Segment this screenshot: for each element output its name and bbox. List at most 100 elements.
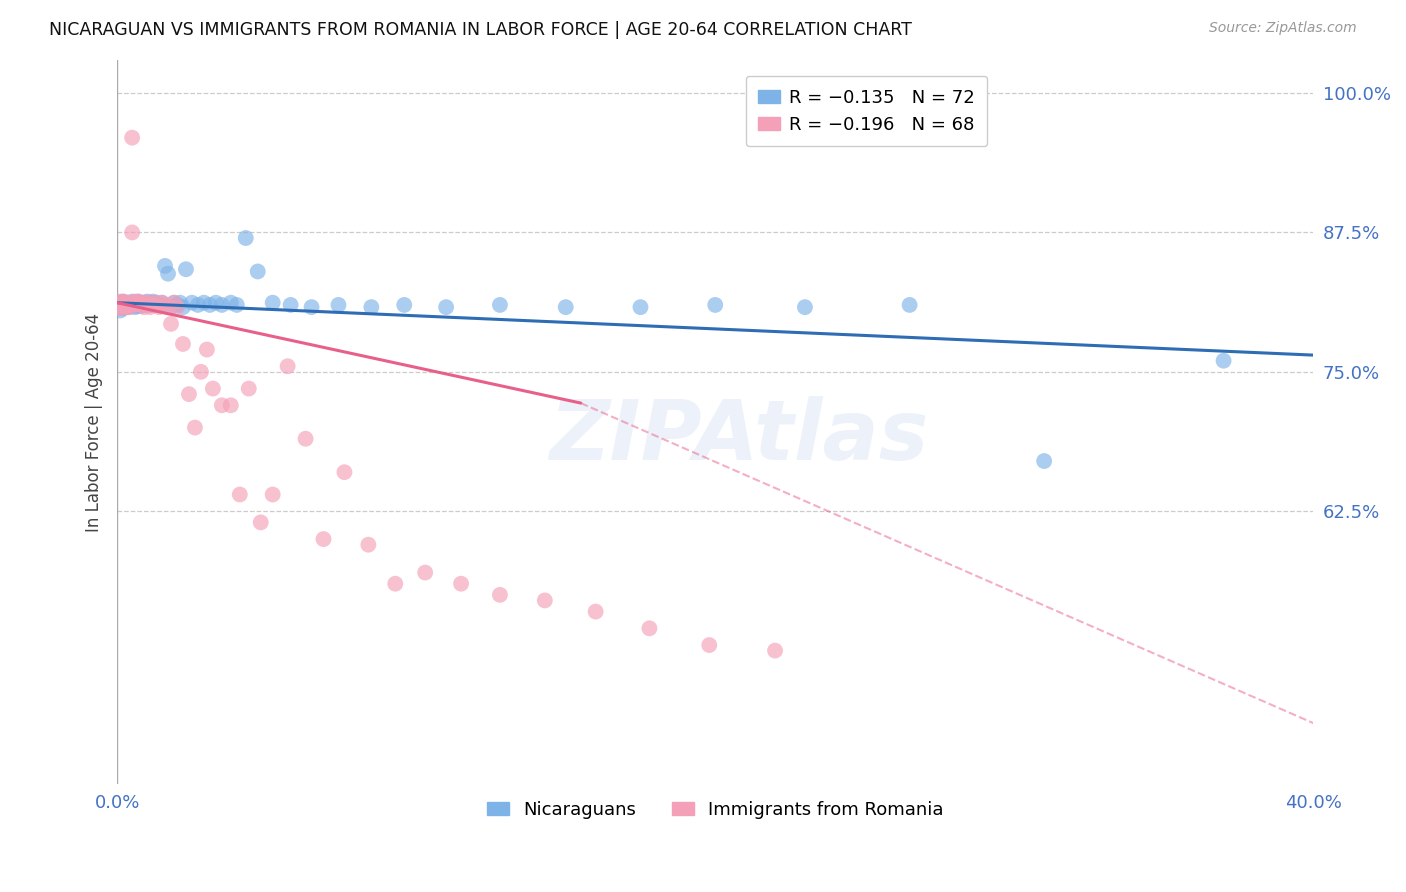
Point xyxy=(112,294,135,309)
Point xyxy=(157,300,180,314)
Point xyxy=(136,295,159,310)
Point xyxy=(121,130,143,145)
Point xyxy=(118,300,141,314)
Point xyxy=(121,298,143,312)
Point xyxy=(163,295,186,310)
Point xyxy=(262,487,284,501)
Point xyxy=(112,297,135,311)
Point xyxy=(277,359,299,374)
Point xyxy=(127,299,149,313)
Point xyxy=(166,298,188,312)
Text: Source: ZipAtlas.com: Source: ZipAtlas.com xyxy=(1209,21,1357,35)
Point xyxy=(112,301,135,316)
Point xyxy=(301,300,323,314)
Point xyxy=(184,420,207,434)
Point xyxy=(136,297,159,311)
Point xyxy=(142,298,165,312)
Point xyxy=(121,295,143,310)
Point xyxy=(195,343,218,357)
Point xyxy=(148,298,170,312)
Point xyxy=(489,298,512,312)
Point xyxy=(211,298,233,312)
Point xyxy=(112,295,135,310)
Point xyxy=(193,295,215,310)
Point xyxy=(413,566,436,580)
Point xyxy=(172,337,194,351)
Point xyxy=(704,298,727,312)
Point xyxy=(112,299,135,313)
Point xyxy=(124,298,146,312)
Point xyxy=(238,382,260,396)
Point xyxy=(246,264,269,278)
Point xyxy=(121,298,143,312)
Point xyxy=(229,487,252,501)
Point xyxy=(174,262,197,277)
Point xyxy=(112,300,135,314)
Point xyxy=(115,298,138,312)
Point xyxy=(112,294,135,309)
Point xyxy=(172,300,194,314)
Point xyxy=(384,576,406,591)
Point xyxy=(139,295,162,310)
Point xyxy=(638,621,661,635)
Point xyxy=(142,294,165,309)
Point xyxy=(630,300,652,314)
Point xyxy=(132,295,155,310)
Point xyxy=(108,303,131,318)
Point xyxy=(132,295,155,310)
Point xyxy=(450,576,472,591)
Point xyxy=(153,298,176,312)
Point xyxy=(145,295,167,310)
Point xyxy=(360,300,382,314)
Point xyxy=(108,300,131,314)
Point xyxy=(127,297,149,311)
Point xyxy=(489,588,512,602)
Point xyxy=(108,298,131,312)
Point xyxy=(136,298,159,312)
Point xyxy=(115,299,138,313)
Point xyxy=(1212,353,1234,368)
Point xyxy=(115,300,138,314)
Point xyxy=(357,538,380,552)
Point xyxy=(108,294,131,309)
Point xyxy=(115,295,138,310)
Point xyxy=(139,300,162,314)
Point xyxy=(129,295,152,310)
Point xyxy=(219,295,242,310)
Point xyxy=(124,300,146,314)
Point xyxy=(280,298,302,312)
Point xyxy=(434,300,457,314)
Point xyxy=(121,226,143,240)
Point xyxy=(166,300,188,314)
Point xyxy=(235,231,257,245)
Point xyxy=(294,432,316,446)
Point xyxy=(121,294,143,309)
Point xyxy=(129,299,152,313)
Point xyxy=(121,299,143,313)
Point xyxy=(118,298,141,312)
Point xyxy=(150,295,173,310)
Point xyxy=(219,398,242,412)
Point xyxy=(201,382,224,396)
Point xyxy=(177,387,200,401)
Point xyxy=(145,295,167,310)
Point xyxy=(697,638,720,652)
Point xyxy=(225,298,247,312)
Point xyxy=(198,298,221,312)
Point xyxy=(169,295,191,310)
Point xyxy=(763,643,786,657)
Point xyxy=(112,300,135,314)
Point xyxy=(115,300,138,314)
Point xyxy=(127,294,149,309)
Point xyxy=(333,465,356,479)
Text: NICARAGUAN VS IMMIGRANTS FROM ROMANIA IN LABOR FORCE | AGE 20-64 CORRELATION CHA: NICARAGUAN VS IMMIGRANTS FROM ROMANIA IN… xyxy=(49,21,912,38)
Point xyxy=(124,295,146,310)
Point xyxy=(127,294,149,309)
Point xyxy=(108,295,131,310)
Point xyxy=(142,298,165,312)
Point xyxy=(1033,454,1056,468)
Point xyxy=(115,295,138,310)
Point xyxy=(115,299,138,313)
Point xyxy=(132,298,155,312)
Point xyxy=(187,298,209,312)
